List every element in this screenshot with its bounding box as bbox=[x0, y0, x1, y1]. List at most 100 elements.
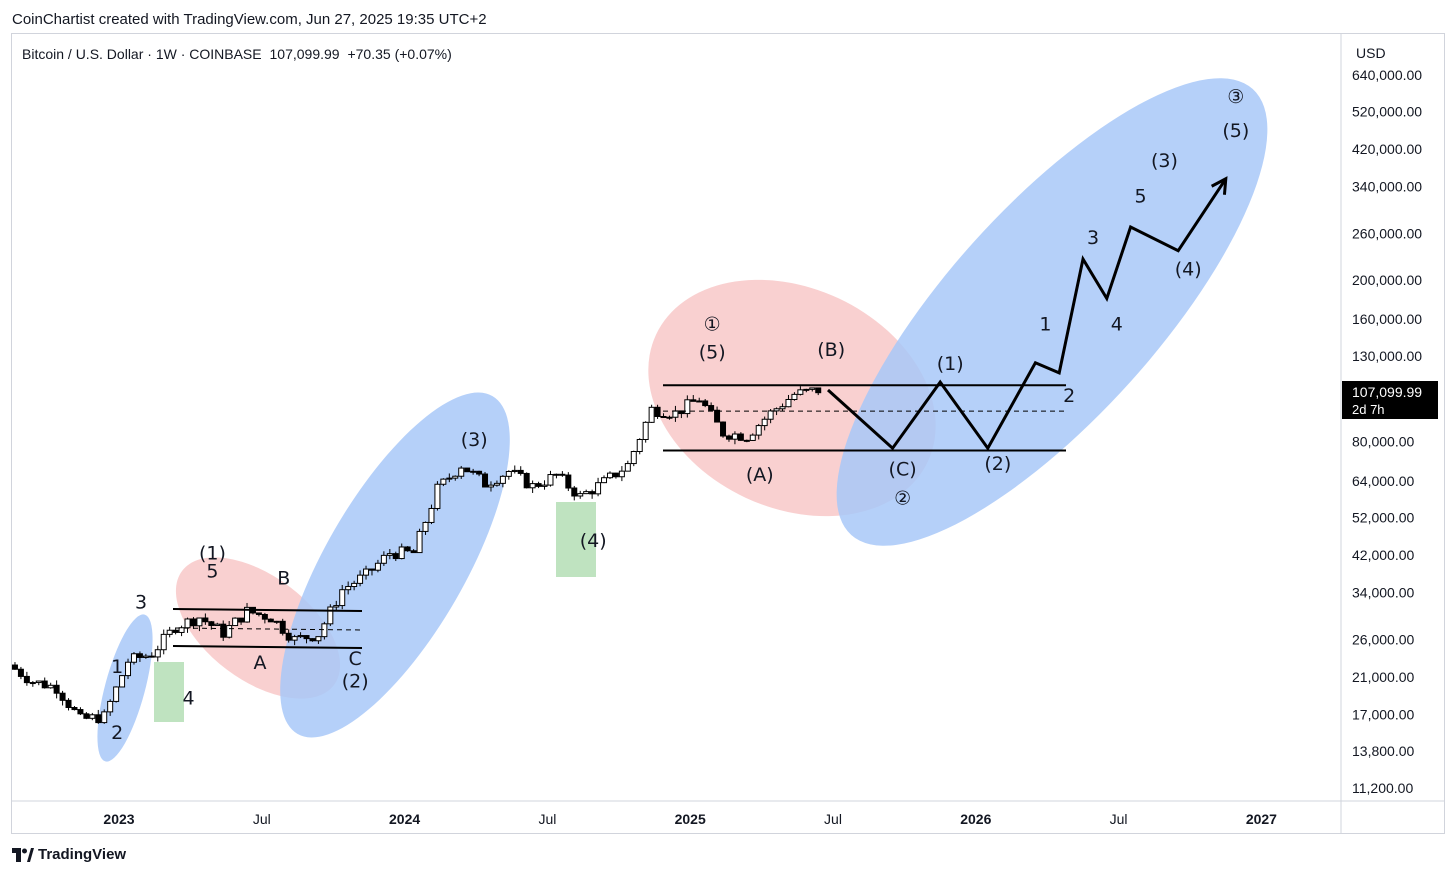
candle bbox=[642, 421, 649, 440]
wave-label: 4 bbox=[1111, 314, 1123, 336]
candle bbox=[684, 399, 691, 415]
price-tick-label: 640,000.00 bbox=[1352, 67, 1422, 83]
wave-label: C bbox=[349, 648, 362, 670]
candle bbox=[672, 410, 679, 418]
candle bbox=[142, 655, 149, 658]
candle bbox=[743, 439, 750, 442]
wave-label: A bbox=[254, 652, 267, 674]
candle bbox=[220, 623, 227, 638]
wave-label: 2 bbox=[1063, 385, 1075, 407]
wave-label: (A) bbox=[746, 464, 774, 486]
candle bbox=[452, 475, 459, 479]
time-tick-label: Jul bbox=[824, 811, 842, 827]
candle bbox=[291, 636, 298, 641]
wave-label: 1 bbox=[1039, 314, 1051, 336]
wave-label: (4) bbox=[580, 530, 607, 552]
candle bbox=[612, 472, 619, 478]
candle bbox=[160, 633, 167, 651]
candle bbox=[267, 618, 274, 623]
projection-arrowhead bbox=[1210, 176, 1228, 195]
candle bbox=[809, 387, 816, 390]
candle bbox=[303, 635, 310, 640]
candle bbox=[601, 477, 608, 484]
wave-label: 3 bbox=[135, 592, 147, 614]
candle bbox=[630, 451, 637, 465]
candle bbox=[422, 521, 429, 532]
candle bbox=[107, 700, 114, 713]
candle bbox=[232, 617, 239, 627]
candle bbox=[113, 686, 120, 702]
price-tick-label: 17,000.00 bbox=[1352, 706, 1414, 722]
range-2023-top bbox=[172, 608, 363, 612]
candle bbox=[499, 475, 506, 484]
candle bbox=[553, 473, 560, 476]
candle bbox=[398, 546, 405, 560]
candle bbox=[636, 438, 643, 453]
candle bbox=[261, 613, 268, 620]
candle bbox=[196, 617, 203, 627]
candle bbox=[244, 606, 251, 623]
candle bbox=[589, 491, 596, 495]
time-tick-label: Jul bbox=[253, 811, 271, 827]
candle bbox=[523, 472, 530, 489]
candle bbox=[428, 507, 435, 523]
candle bbox=[89, 714, 96, 719]
wave-label: 1 bbox=[111, 656, 123, 678]
candle bbox=[363, 568, 370, 576]
candle bbox=[714, 409, 721, 423]
wave-label: (C) bbox=[889, 458, 917, 480]
candle bbox=[273, 620, 280, 623]
candle bbox=[779, 406, 786, 410]
price-tick-label: 21,000.00 bbox=[1352, 669, 1414, 685]
candle bbox=[434, 483, 441, 509]
impulse-zone-3 bbox=[280, 392, 510, 738]
candle bbox=[464, 467, 471, 473]
candle bbox=[190, 618, 197, 627]
candle bbox=[595, 482, 602, 495]
candle bbox=[440, 478, 447, 485]
candle bbox=[333, 605, 340, 608]
candle bbox=[154, 649, 161, 658]
range-2023-mid bbox=[174, 627, 363, 631]
candle bbox=[731, 433, 738, 440]
time-tick-label: 2025 bbox=[675, 811, 706, 827]
candle bbox=[559, 473, 566, 476]
price-tick-label: 520,000.00 bbox=[1352, 103, 1422, 119]
wave-label: (B) bbox=[817, 339, 845, 361]
candle bbox=[47, 684, 54, 689]
time-tick-label: Jul bbox=[1110, 811, 1128, 827]
candle bbox=[660, 415, 667, 418]
candle bbox=[404, 546, 411, 552]
candle bbox=[119, 675, 126, 688]
wave-label: ② bbox=[894, 487, 911, 509]
price-tick-label: 42,000.00 bbox=[1352, 547, 1414, 563]
candle bbox=[547, 474, 554, 486]
candle bbox=[690, 399, 697, 402]
candle bbox=[386, 553, 393, 556]
price-tick-label: 52,000.00 bbox=[1352, 509, 1414, 525]
candle bbox=[23, 675, 30, 684]
candle bbox=[101, 711, 108, 724]
candle bbox=[517, 469, 524, 474]
price-tick-label: 420,000.00 bbox=[1352, 141, 1422, 157]
time-tick-label: 2026 bbox=[960, 811, 991, 827]
candle bbox=[392, 553, 399, 560]
price-tick-label: 260,000.00 bbox=[1352, 226, 1422, 242]
wave4-zone-2 bbox=[556, 502, 596, 577]
wave-label: ③ bbox=[1227, 86, 1244, 108]
candle bbox=[285, 632, 292, 641]
candle bbox=[476, 470, 483, 475]
price-tick-label: 11,200.00 bbox=[1352, 780, 1413, 796]
time-tick-label: 2024 bbox=[389, 811, 420, 827]
price-tick-label: 200,000.00 bbox=[1352, 272, 1422, 288]
candle bbox=[172, 629, 179, 633]
candle bbox=[226, 625, 233, 638]
last-price: 107,099.99 bbox=[269, 46, 340, 62]
candle bbox=[309, 638, 316, 642]
candle bbox=[95, 714, 102, 724]
bar-countdown-label: 2d 7h bbox=[1352, 402, 1385, 417]
candle bbox=[357, 574, 364, 584]
candle bbox=[755, 425, 762, 436]
price-tick-label: 80,000.00 bbox=[1352, 433, 1414, 449]
